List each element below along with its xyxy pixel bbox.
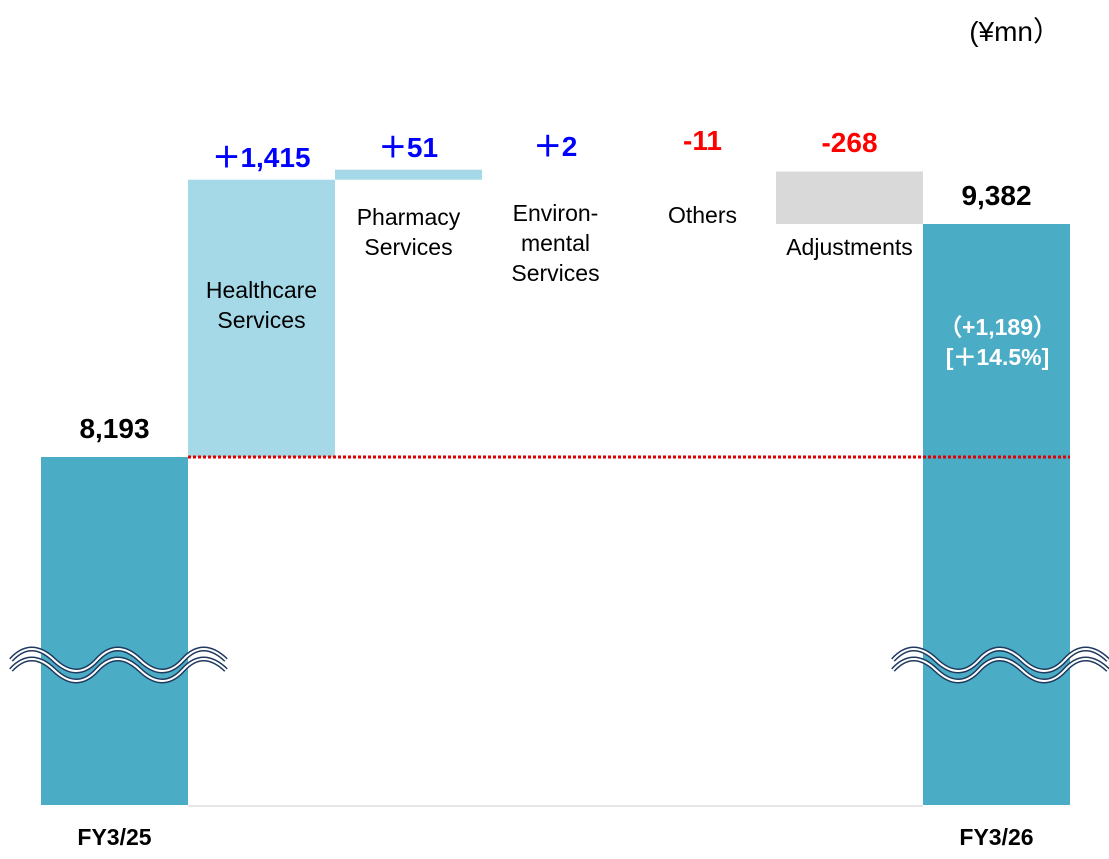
bar [335,169,482,180]
bar [629,169,776,172]
category-label: Pharmacy Services [356,204,461,260]
bar [923,224,1070,805]
value-label: ＋51 [378,131,439,163]
x-tick-label: FY3/26 [959,824,1034,850]
bar [482,169,629,170]
unit-label: (¥mn） [969,16,1061,47]
axis-break [892,658,1109,682]
value-label: -11 [683,125,722,157]
bar [188,179,335,458]
value-label: ＋2 [533,131,578,163]
value-label: 9,382 [961,180,1032,211]
category-label: Environ- mental Services [511,200,600,286]
category-label: Others [667,202,738,228]
change-pct-label: [＋14.5%] [945,344,1050,370]
x-tick-label: FY3/25 [77,824,152,850]
value-label: -268 [821,127,878,159]
change-label: （+1,189） [939,314,1056,340]
bar [41,457,188,805]
axis-break [10,648,227,672]
bar [776,171,923,224]
category-label: Healthcare Services [205,277,318,333]
value-label: ＋1,415 [212,141,311,173]
value-label: 8,193 [79,413,150,444]
category-label: Adjustments [786,234,913,260]
axis-break [892,648,1109,672]
change-annotation: （+1,189） [＋14.5%] [924,312,1071,372]
axis-break [10,658,227,682]
